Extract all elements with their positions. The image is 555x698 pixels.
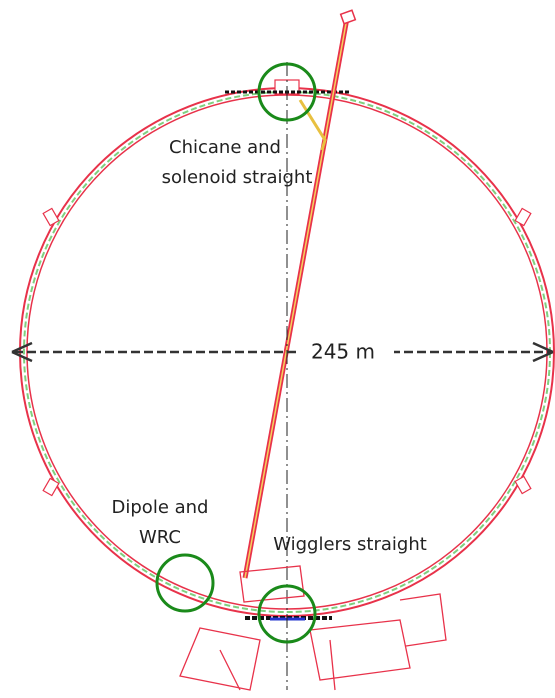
dimension-arrows <box>11 341 554 363</box>
dimension-label: 245 m <box>311 340 375 364</box>
injection-box <box>339 9 357 25</box>
dipole-label-1: Dipole and <box>112 497 209 518</box>
dipole-label-2: WRC <box>139 527 181 548</box>
building <box>179 565 447 691</box>
chicane-label-2: solenoid straight <box>162 167 313 188</box>
wigglers-label: Wigglers straight <box>273 534 427 555</box>
dimension-label-bg <box>300 338 394 366</box>
chicane-label-1: Chicane and <box>169 137 281 158</box>
highlights <box>155 62 317 644</box>
branch-line <box>298 99 327 151</box>
transfer-line-core <box>244 17 348 579</box>
